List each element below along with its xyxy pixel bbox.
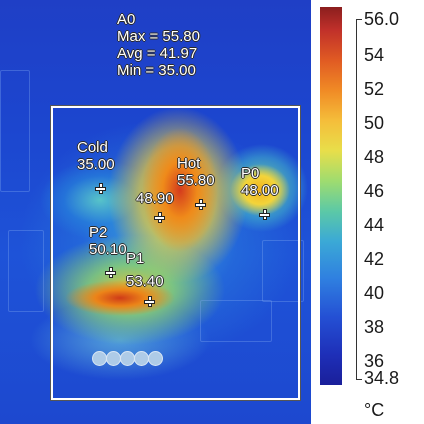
area-avg: Avg = 41.97 xyxy=(117,45,198,62)
spot-p2-name: P2 xyxy=(89,224,108,241)
spot-p0-name: P0 xyxy=(241,165,260,182)
spot-p1-name: P1 xyxy=(126,250,145,267)
scale-label: 44 xyxy=(364,215,385,235)
scale-label: 48 xyxy=(364,147,385,167)
spot-p0-value: 48.00 xyxy=(241,182,279,199)
scale-label: 38 xyxy=(364,317,385,337)
terminal-knob xyxy=(148,351,163,366)
scale-tick xyxy=(356,379,362,380)
area-min: Min = 35.00 xyxy=(117,62,196,79)
scale-max-label: 56.0 xyxy=(364,9,400,29)
scale-label: 40 xyxy=(364,283,385,303)
spot-p1-value: 53.40 xyxy=(126,273,164,290)
measurement-area-box[interactable] xyxy=(51,106,300,400)
scale-unit: °C xyxy=(364,400,385,420)
spot-cold-marker[interactable] xyxy=(96,184,105,193)
area-max: Max = 55.80 xyxy=(117,28,200,45)
background-panel xyxy=(200,300,272,342)
scale-label: 54 xyxy=(364,45,385,65)
spot-cold-name: Cold xyxy=(77,139,108,156)
area-name: A0 xyxy=(117,11,136,28)
thermal-image: A0 Max = 55.80 Avg = 41.97 Min = 35.00 C… xyxy=(0,0,311,424)
background-panel xyxy=(262,240,304,302)
spot-hot-name: Hot xyxy=(177,155,201,172)
spot-p0-marker[interactable] xyxy=(260,210,269,219)
background-panel xyxy=(8,230,44,312)
spot-value: 48.90 xyxy=(136,190,174,207)
spot-p2-marker[interactable] xyxy=(106,268,115,277)
scale-min-label: 34.8 xyxy=(364,368,400,388)
spot-marker[interactable] xyxy=(155,213,164,222)
spot-hot-marker[interactable] xyxy=(196,200,205,209)
scale-label: 36 xyxy=(364,351,385,371)
scale-label: 52 xyxy=(364,79,385,99)
spot-p2-value: 50.10 xyxy=(89,241,127,258)
spot-cold-value: 35.00 xyxy=(77,156,115,173)
scale-label: 42 xyxy=(364,249,385,269)
spot-p1-marker[interactable] xyxy=(145,297,154,306)
scale-tick xyxy=(356,19,362,20)
color-scale-bar xyxy=(320,7,342,385)
background-panel xyxy=(0,70,30,192)
spot-hot-value: 55.80 xyxy=(177,172,215,189)
scale-label: 46 xyxy=(364,181,385,201)
scale-axis xyxy=(356,19,357,379)
scale-label: 50 xyxy=(364,113,385,133)
